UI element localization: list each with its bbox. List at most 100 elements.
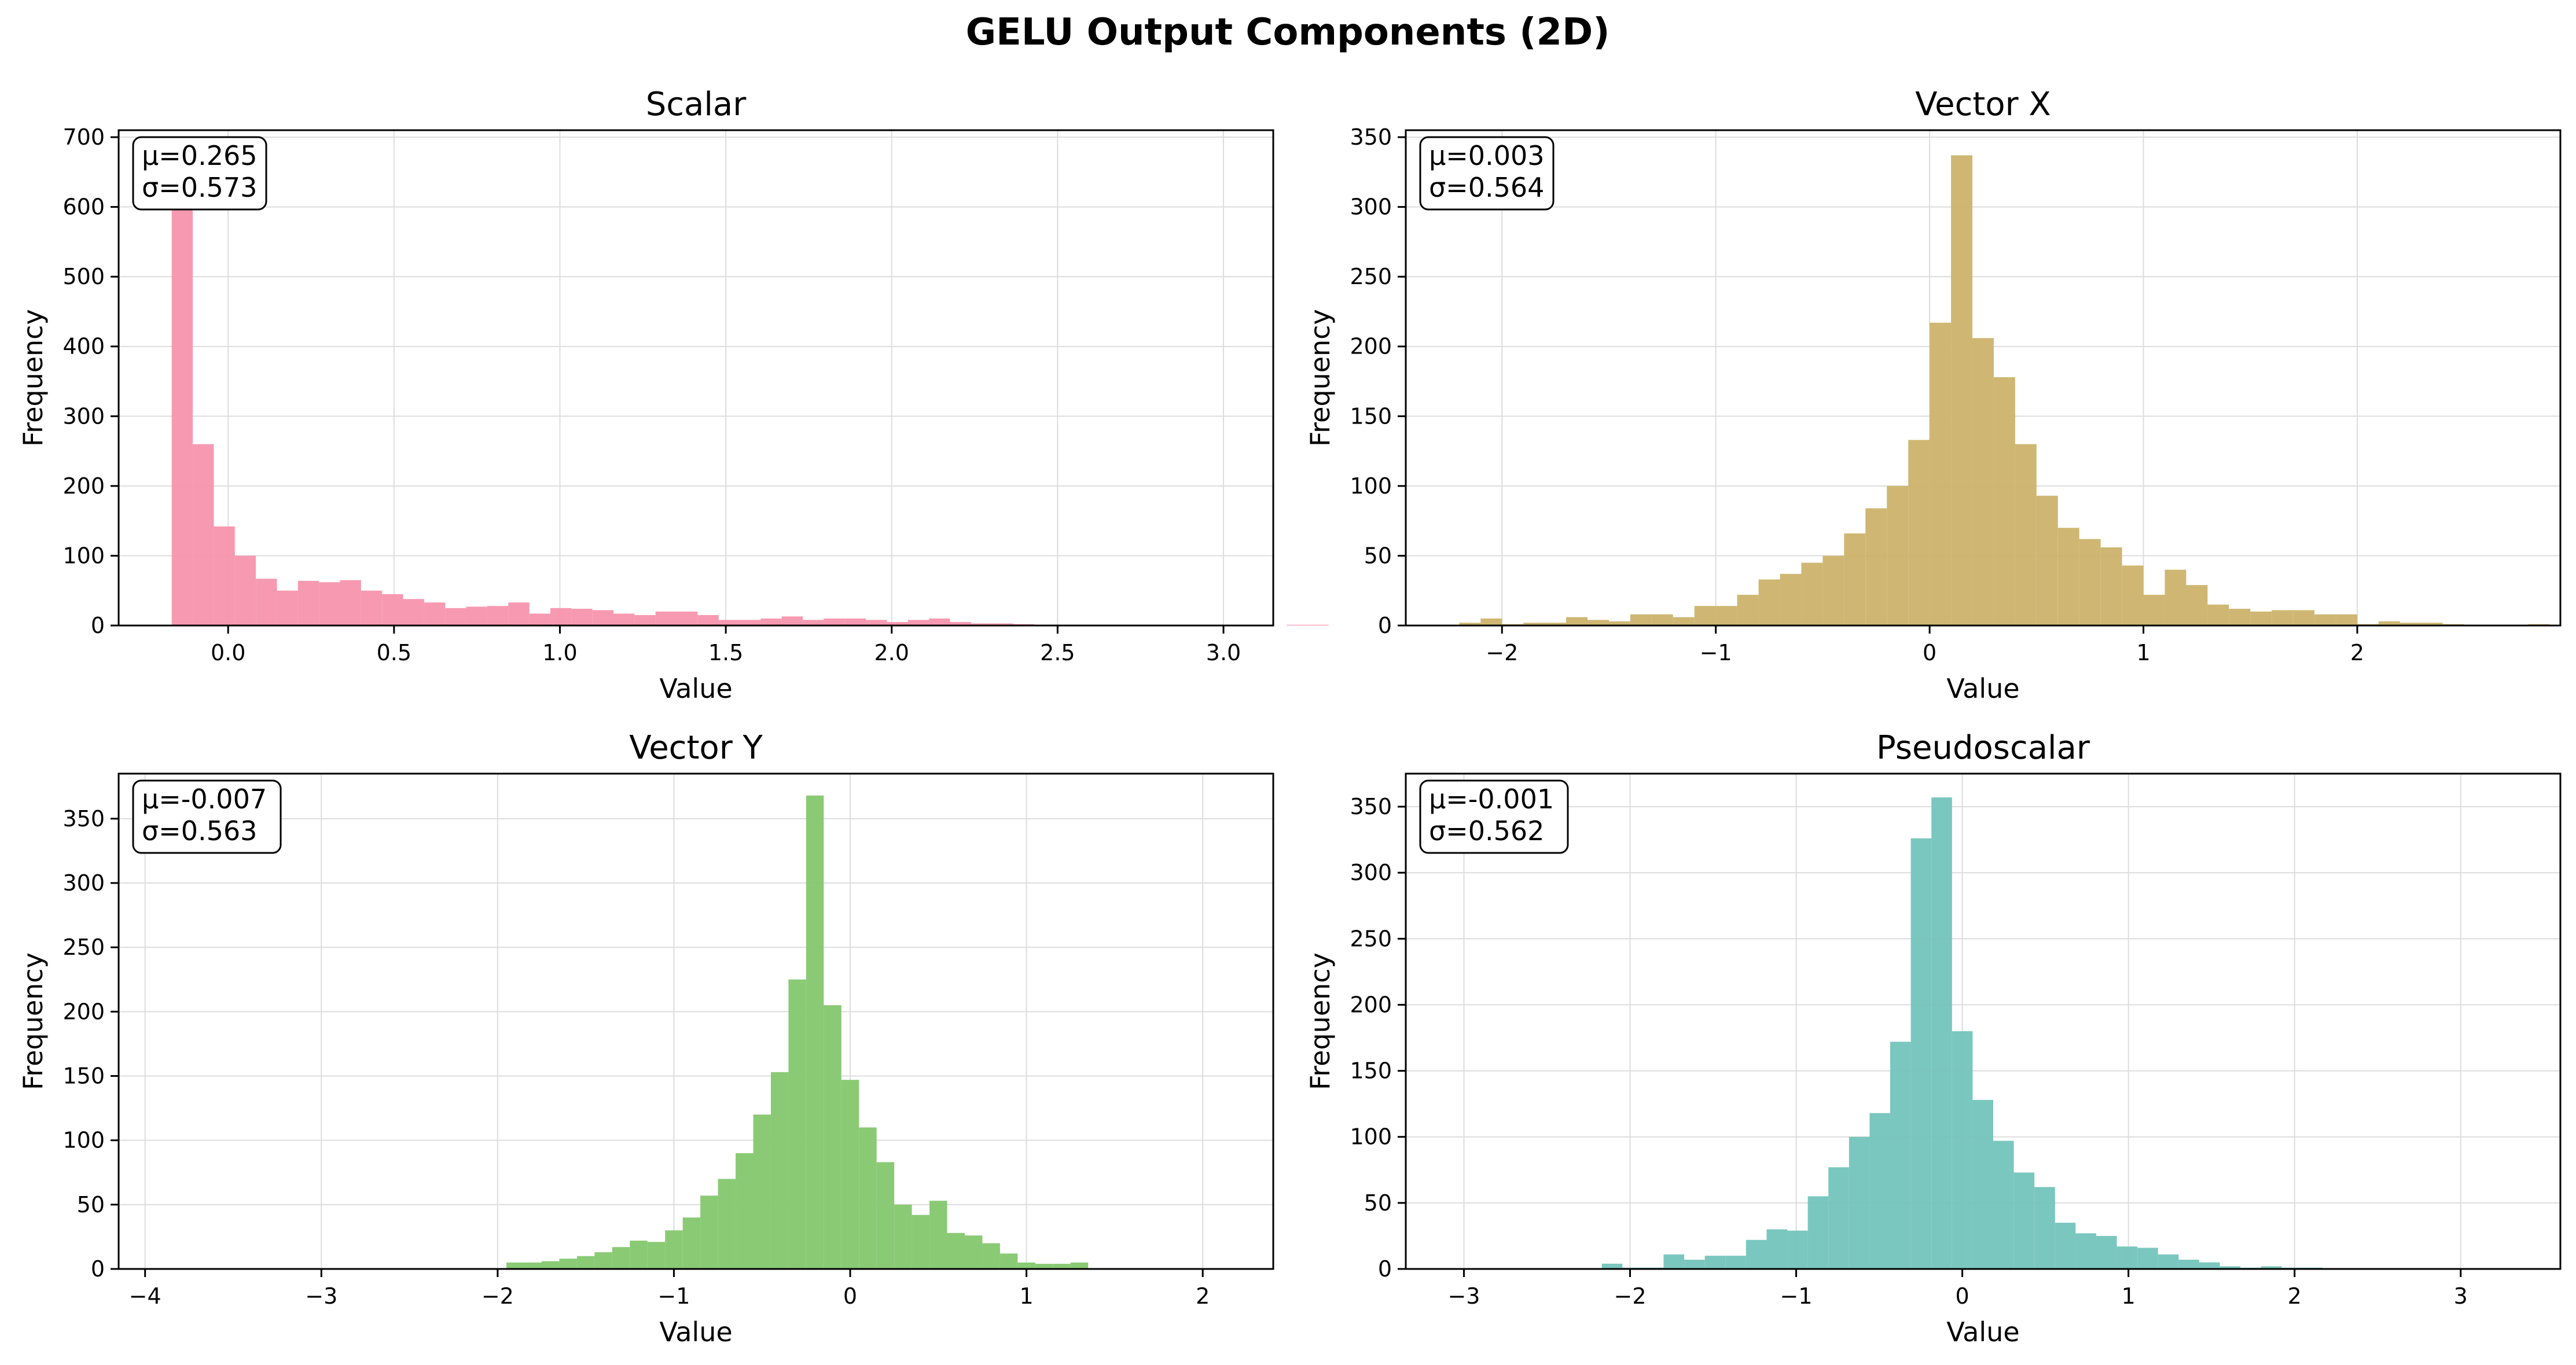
y-tick-label: 150: [63, 1063, 105, 1088]
y-tick-label: 50: [1364, 1190, 1392, 1216]
histogram-bar: [971, 623, 993, 626]
histogram-bar: [982, 1243, 1000, 1269]
stats-box: [1419, 136, 1555, 211]
y-tick-label: 50: [77, 1192, 105, 1217]
histogram-bar: [2165, 569, 2187, 626]
x-tick-label: 3.0: [1206, 640, 1241, 665]
histogram-bar: [508, 602, 530, 626]
histogram-bar: [1758, 579, 1780, 626]
histogram-bar: [697, 615, 719, 626]
histogram-bar: [1053, 1264, 1071, 1269]
histogram-bar: [1887, 485, 1909, 626]
histogram-bar: [1673, 617, 1695, 626]
x-tick-label: 2: [1196, 1283, 1210, 1309]
histogram-bar: [2015, 444, 2037, 626]
histogram-bar: [866, 620, 887, 626]
y-tick-label: 0: [91, 613, 105, 638]
histogram-bar: [297, 580, 319, 626]
histogram-bar: [718, 1179, 736, 1269]
histogram-bar: [1630, 614, 1652, 626]
histogram-bar: [2075, 1233, 2096, 1269]
histogram-bar: [2116, 1246, 2138, 1269]
histogram-bar: [2079, 539, 2101, 626]
histogram-bar: [2158, 1254, 2179, 1269]
figure-title: GELU Output Components (2D): [966, 11, 1610, 54]
y-tick-label: 200: [1350, 334, 1392, 359]
histogram-bar: [992, 623, 1013, 626]
y-tick-label: 150: [1350, 403, 1392, 429]
histogram-bar: [2421, 623, 2443, 626]
y-tick-label: 200: [63, 999, 105, 1024]
x-tick-label: 1.0: [542, 640, 577, 665]
histogram-bar: [1931, 797, 1952, 1269]
histogram-bar: [592, 610, 613, 626]
y-tick-label: 500: [63, 264, 105, 289]
histogram-bar: [613, 613, 635, 626]
histogram-bar: [1807, 1196, 1829, 1269]
histogram-bar: [1566, 617, 1588, 626]
histogram-bar: [859, 1127, 877, 1269]
histogram-bar: [382, 594, 403, 626]
chart-panel: −4 −3 −2 −1 0 1 2 0 50 100 150 200 250 300 350 Vector Y…: [17, 729, 1274, 1348]
histogram-bar: [1787, 1230, 1808, 1269]
y-tick-label: 300: [63, 870, 105, 896]
histogram-bar: [466, 606, 487, 626]
histogram-bar: [844, 618, 866, 626]
histogram-bar: [1704, 1256, 1726, 1269]
histogram-bar: [806, 795, 824, 1269]
histogram-bar: [2055, 1223, 2076, 1269]
histogram-bar: [445, 608, 466, 626]
histogram-bar: [340, 580, 361, 626]
histogram-bar: [1588, 620, 1609, 626]
x-tick-label: 2.0: [874, 640, 909, 665]
stats-std: σ=0.562: [1429, 815, 1544, 847]
x-axis-label: Value: [1946, 673, 2019, 704]
histogram-bar: [876, 1162, 895, 1269]
histogram-bar: [1307, 624, 1329, 626]
histogram-bar: [1910, 838, 1932, 1269]
histogram-bar: [647, 1242, 666, 1269]
histogram-bar: [2057, 528, 2079, 626]
histogram-bar: [2178, 1260, 2199, 1269]
x-tick-label: 1: [2136, 640, 2150, 665]
x-tick-label: 2.5: [1040, 640, 1075, 665]
histogram-bar: [1287, 624, 1308, 626]
x-tick-label: 2: [2350, 640, 2364, 665]
histogram-bar: [1822, 555, 1844, 626]
y-tick-label: 0: [91, 1256, 105, 1282]
histogram-bar: [256, 579, 277, 626]
histogram-bar: [1780, 573, 1802, 626]
histogram-bar: [612, 1247, 630, 1269]
histogram-bar: [1844, 533, 1866, 626]
chart-panel: 0.0 0.5 1.0 1.5 2.0 2.5 3.0 0 100 200 300 400 500 600…: [17, 86, 1329, 704]
histogram-bar: [277, 590, 298, 626]
histogram-bar: [1930, 322, 1952, 626]
x-tick-label: 1.5: [708, 640, 743, 665]
histogram-bar: [665, 1230, 683, 1269]
histogram-bar: [214, 526, 235, 626]
histogram-bar: [2314, 614, 2336, 626]
y-tick-label: 300: [1350, 860, 1392, 885]
x-tick-label: 0: [1923, 640, 1936, 665]
y-tick-label: 400: [63, 334, 105, 359]
histogram-bar: [999, 1253, 1018, 1269]
x-tick-label: −4: [129, 1283, 161, 1309]
histogram-bar: [788, 979, 806, 1269]
histogram-bar: [824, 618, 845, 626]
histogram-bar: [2013, 1172, 2035, 1269]
histogram-bar: [506, 1262, 524, 1269]
histogram-bar: [950, 621, 971, 626]
y-tick-label: 300: [1350, 194, 1392, 220]
y-tick-label: 0: [1378, 613, 1392, 638]
axes-frame: [117, 772, 1274, 1270]
y-tick-label: 250: [1350, 926, 1392, 951]
histogram-bar: [740, 620, 761, 626]
histogram-bar: [2122, 565, 2144, 626]
y-tick-label: 100: [63, 1128, 105, 1153]
axes-frame: [117, 129, 1274, 627]
histogram-bar: [1766, 1229, 1788, 1269]
y-tick-label: 600: [63, 194, 105, 220]
histogram-bar: [1608, 621, 1630, 626]
x-tick-label: −1: [1700, 640, 1732, 665]
